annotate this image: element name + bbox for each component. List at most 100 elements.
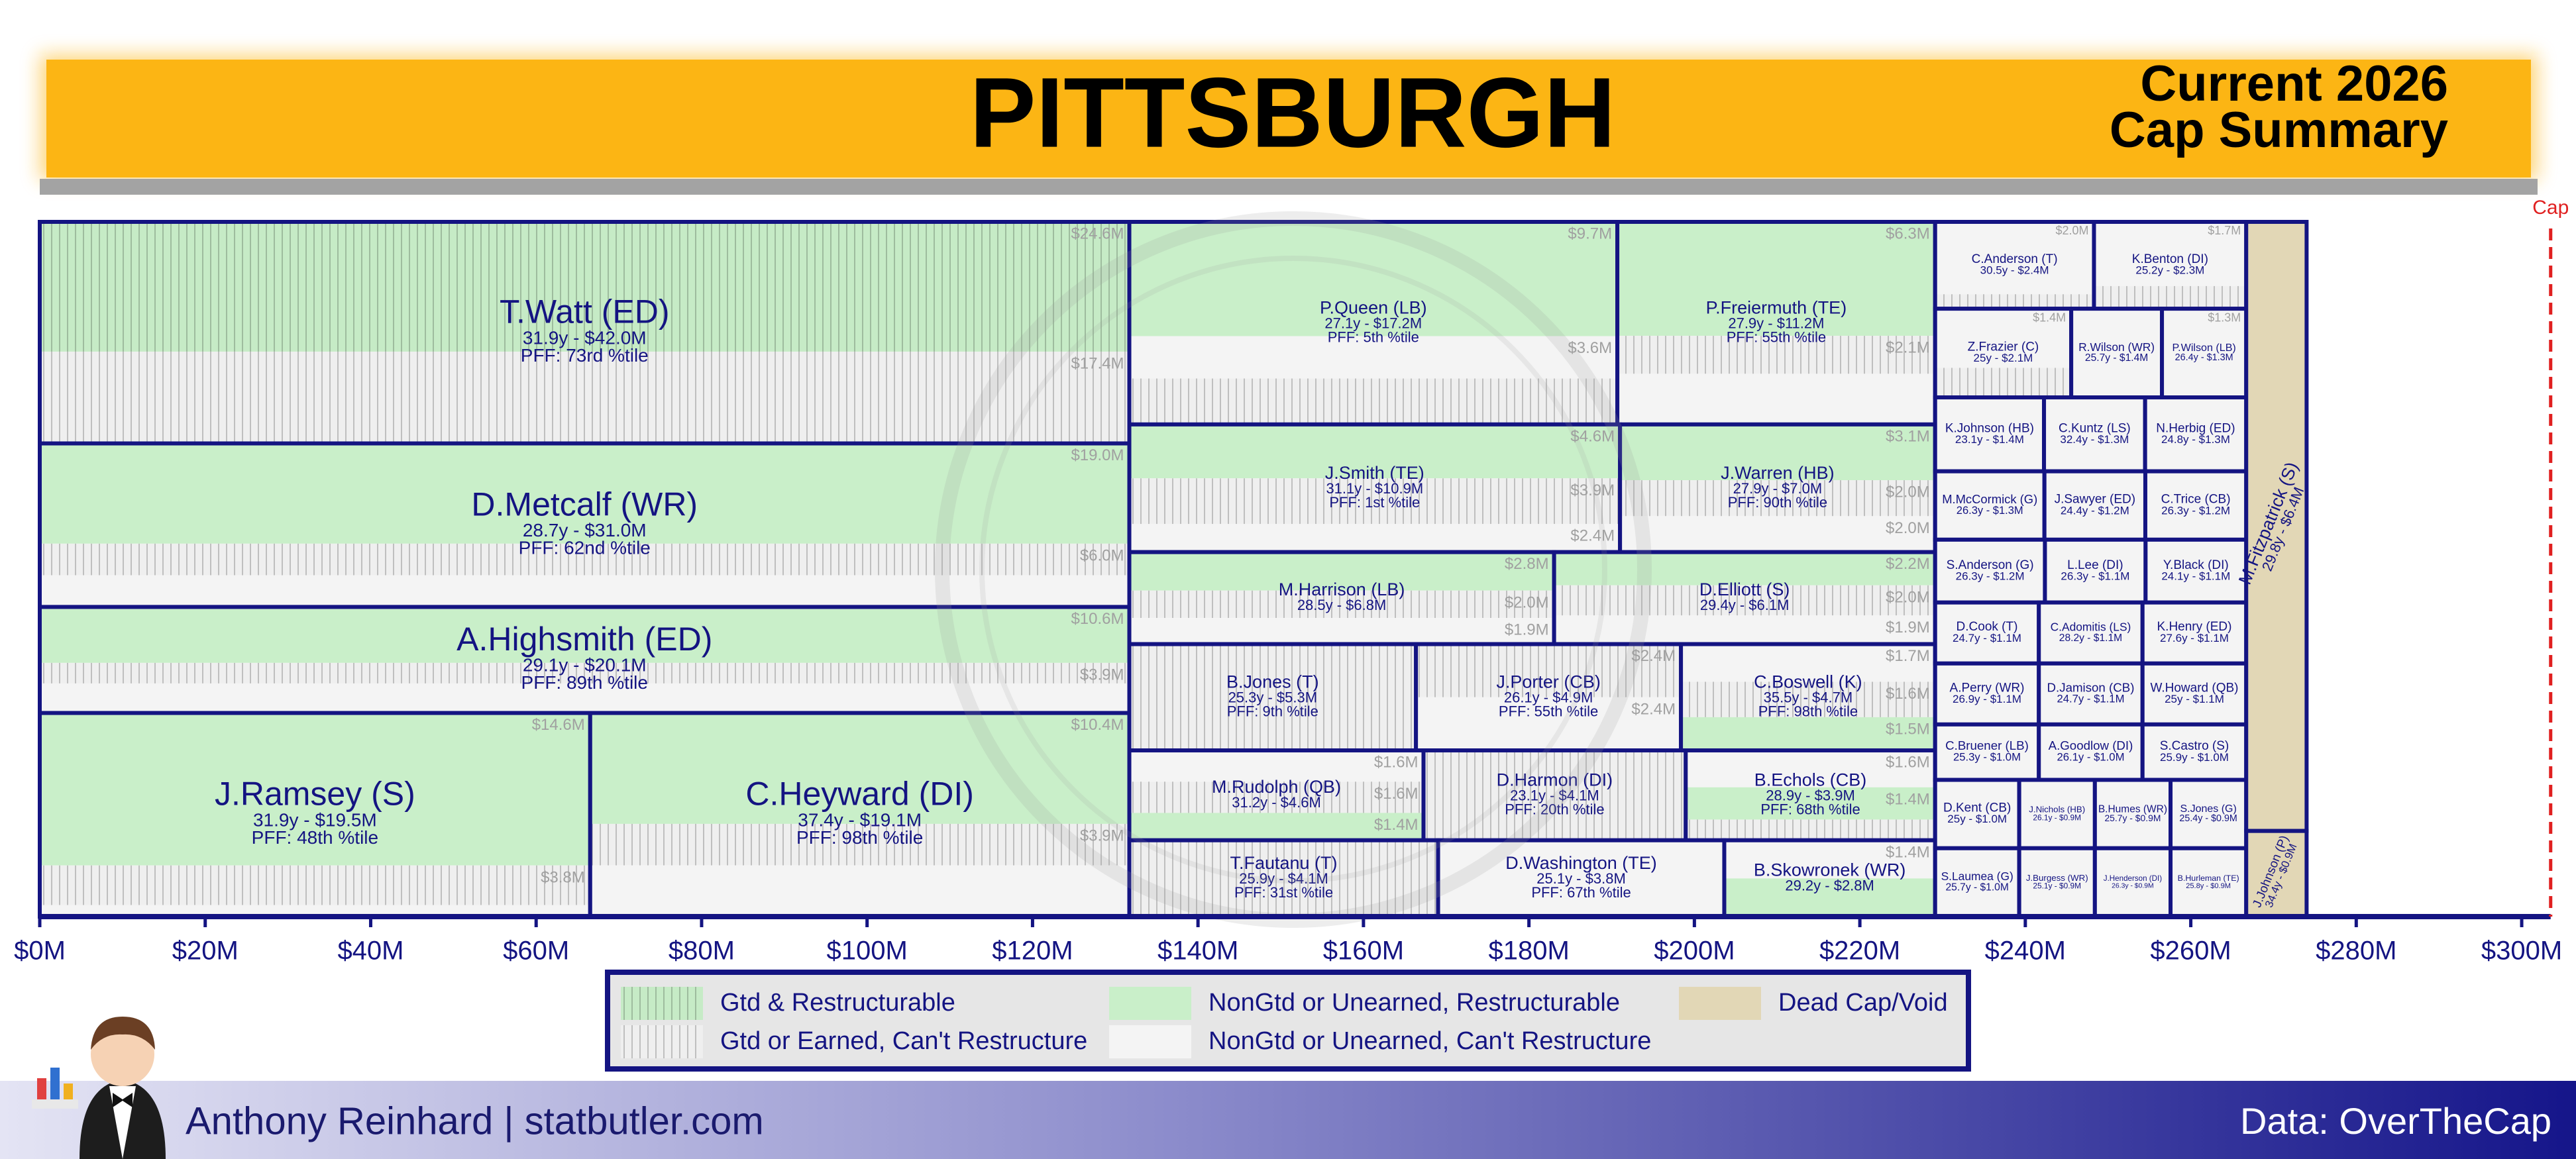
cap-segment — [1416, 644, 1682, 697]
player: D.Kent (CB)25y - $1.0M — [1933, 778, 2021, 850]
cap-segment — [2039, 663, 2143, 725]
segment-label: $19.0M — [1071, 446, 1124, 464]
legend-swatch — [621, 1025, 703, 1058]
player: A.Goodlow (DI)26.1y - $1.0M — [2037, 722, 2145, 782]
cap-segment — [2044, 397, 2145, 472]
segment-label: $1.4M — [2033, 311, 2066, 324]
segment-label: $2.8M — [1505, 555, 1549, 573]
segment-label: $1.7M — [1886, 647, 1930, 665]
player-label: S.Jones (G)25.4y - $0.9M — [2179, 803, 2237, 824]
player-name: B.Skowronek (WR) — [1754, 860, 1906, 880]
cap-segment — [1129, 644, 1417, 751]
cap-segment — [40, 683, 1130, 713]
x-tick-label: $200M — [1654, 936, 1735, 966]
player-detail: 25y - $1.1M — [2165, 693, 2224, 705]
player-pff: PFF: 73rd %tile — [521, 345, 649, 366]
player-detail: 26.4y - $1.3M — [2175, 352, 2233, 363]
player-name: S.Jones (G) — [2180, 803, 2236, 815]
segment-label: $2.4M — [1570, 527, 1615, 545]
player-detail: 26.3y - $1.1M — [2061, 570, 2129, 582]
player: K.Johnson (HB)23.1y - $1.4M — [1933, 395, 2047, 474]
player-label: D.Kent (CB)25y - $1.0M — [1943, 801, 2011, 826]
cap-segment — [2171, 848, 2247, 917]
player-detail: 35.5y - $4.7M — [1764, 689, 1853, 705]
cap-segment — [590, 713, 1130, 824]
cap-segment — [1686, 787, 1935, 820]
player: M.McCormick (G)26.3y - $1.3M — [1933, 469, 2047, 542]
player-detail: 24.7y - $1.1M — [1953, 632, 2021, 644]
x-tick-label: $220M — [1819, 936, 1900, 966]
player-name: N.Herbig (ED) — [2156, 421, 2235, 435]
segment-label: $17.4M — [1071, 354, 1124, 372]
cap-segment — [1554, 615, 1935, 644]
subtitle: Cap Summary — [2110, 102, 2448, 158]
cap-segment — [590, 865, 1130, 917]
player: M.Fitzpatrick (S)29.8y - $6.4M — [2235, 220, 2309, 833]
player-name: J.Warren (HB) — [1721, 463, 1835, 483]
cap-segment — [1129, 222, 1618, 336]
player: $10.4M $3.9M C.Heyward (DI)37.4y - $19.1MP… — [588, 711, 1132, 919]
player: $10.6M $3.9M A.Highsmith (ED)29.1y - $20.1… — [38, 605, 1132, 715]
segment-label: $2.4M — [1631, 647, 1676, 665]
player: C.Bruener (LB)25.3y - $1.0M — [1933, 722, 2041, 782]
player-name: J.Nichols (HB) — [2029, 805, 2085, 815]
segment-label: $4.6M — [1570, 427, 1615, 445]
cap-segment — [40, 443, 1130, 544]
player: S.Jones (G)25.4y - $0.9M — [2169, 778, 2249, 850]
player-detail: 25.9y - $4.1M — [1239, 870, 1328, 887]
player-detail: 27.9y - $11.2M — [1728, 315, 1824, 332]
player-detail: 32.4y - $1.3M — [2060, 433, 2129, 446]
player-detail: 24.1y - $1.1M — [2161, 570, 2230, 582]
x-tick-label: $280M — [2316, 936, 2396, 966]
player-name: D.Washington (TE) — [1505, 853, 1657, 873]
player-name: T.Watt (ED) — [500, 293, 669, 330]
footer-band — [0, 1081, 2576, 1159]
player-label: C.Trice (CB)26.3y - $1.2M — [2161, 493, 2231, 517]
player-label: A.Goodlow (DI)26.1y - $1.0M — [2049, 738, 2133, 763]
player: $4.6M $3.9M $2.4M J.Smith (TE)31.1y - $10.9… — [1127, 422, 1623, 554]
butler-icon — [32, 1017, 166, 1159]
cap-segment — [1935, 602, 2039, 664]
cap-segment — [590, 823, 1130, 866]
player-detail: 28.7y - $31.0M — [523, 520, 647, 540]
cap-segment — [1129, 552, 1554, 591]
icon-bar — [64, 1083, 73, 1099]
watermark — [979, 256, 1607, 883]
player: N.Herbig (ED)24.8y - $1.3M — [2143, 395, 2249, 474]
player-label: B.Humes (WR)25.7y - $0.9M — [2098, 803, 2167, 823]
player: $14.6M $3.8M J.Ramsey (S)31.9y - $19.5MPFF… — [38, 711, 592, 919]
cap-segment — [1617, 374, 1935, 425]
chart-title: PITTSBURGH — [970, 57, 1616, 168]
cap-segment — [40, 662, 1130, 683]
player-detail: 25.3y - $1.0M — [1953, 751, 2021, 764]
player: $2.4M $2.4M J.Porter (CB)26.1y - $4.9MPFF:… — [1414, 642, 1684, 753]
player: S.Laumea (G)25.7y - $1.0M — [1933, 846, 2021, 919]
player-label: A.Perry (WR)26.9y - $1.1M — [1950, 681, 2025, 705]
player-detail: 31.9y - $19.5M — [253, 809, 377, 830]
cap-segment — [1935, 309, 2072, 368]
icon-bar — [50, 1068, 60, 1099]
cap-segment — [1416, 697, 1682, 751]
cap-segment — [2145, 397, 2247, 472]
segment-label: $1.5M — [1886, 720, 1930, 738]
player-detail: 23.1y - $4.1M — [1510, 787, 1599, 804]
player-detail: 23.1y - $1.4M — [1955, 433, 2024, 446]
player: $3.1M $2.0M $2.0M J.Warren (HB)27.9y - $7.0… — [1618, 422, 1937, 554]
player-detail: 31.1y - $10.9M — [1326, 480, 1423, 497]
plot-area: $24.6M$17.4MT.Watt (ED)31.9y - $42.0MPFF… — [38, 220, 2309, 919]
player-label: D.Jamison (CB)24.7y - $1.1M — [2047, 680, 2135, 705]
player-name: K.Benton (DI) — [2132, 252, 2208, 266]
cap-segment — [2162, 309, 2247, 398]
cap-segment — [2094, 285, 2247, 309]
player-name: B.Hurleman (TE) — [2178, 874, 2239, 883]
cap-segment — [1129, 781, 1424, 813]
player-detail: 31.2y - $4.6M — [1232, 794, 1321, 811]
segment-label: $1.6M — [1886, 685, 1930, 703]
player-name: D.Harmon (DI) — [1497, 770, 1613, 789]
player-name: D.Cook (T) — [1957, 620, 2018, 634]
